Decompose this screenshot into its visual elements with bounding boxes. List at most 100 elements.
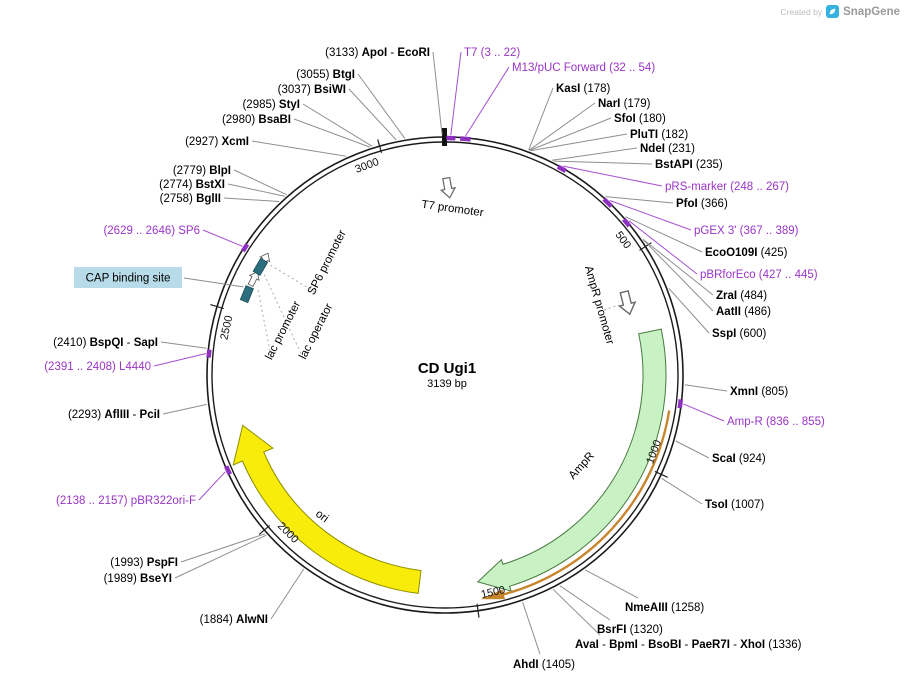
- label-bglii[interactable]: (2758) BglII: [160, 193, 221, 205]
- label-ndei[interactable]: NdeI (231): [640, 143, 695, 155]
- lac-operator-box[interactable]: [252, 257, 269, 276]
- prs-marker-region[interactable]: [556, 164, 567, 173]
- sp6-primer-region[interactable]: [240, 243, 250, 253]
- label-bstapi[interactable]: BstAPI (235): [655, 159, 723, 171]
- label-aatii[interactable]: AatII (486): [716, 306, 771, 318]
- leader-prs-marker: [563, 165, 663, 187]
- label-pspfi[interactable]: (1993) PspFI: [110, 557, 178, 569]
- snapgene-logo-icon: [826, 5, 840, 18]
- label-ecoo109i[interactable]: EcoO109I (425): [705, 247, 788, 259]
- amp-r-primer-track[interactable]: [499, 410, 671, 597]
- label-pbrforeco[interactable]: pBRforEco (427 .. 445): [700, 269, 818, 281]
- label-m13-puc-forward[interactable]: M13/pUC Forward (32 .. 54): [512, 62, 655, 74]
- leader-alwni: [270, 568, 305, 620]
- leader-nari: [528, 102, 596, 151]
- label-apoi-ecori[interactable]: (3133) ApoI - EcoRI: [325, 47, 430, 59]
- cap-binding-site-box[interactable]: [239, 285, 254, 304]
- ampr-gene-arc[interactable]: [476, 328, 667, 592]
- l4440-region[interactable]: [206, 349, 212, 358]
- label-bsiwi[interactable]: (3037) BsiWI: [278, 84, 346, 96]
- label-nari[interactable]: NarI (179): [598, 98, 651, 110]
- watermark-brand: SnapGene: [843, 5, 900, 18]
- leader-t7: [450, 51, 462, 136]
- leader-ahdi: [522, 601, 541, 655]
- label-pluti[interactable]: PluTI (182): [630, 129, 688, 141]
- leader-ndei: [552, 147, 638, 161]
- ampr-promoter-glyph[interactable]: [616, 290, 637, 316]
- t7-promoter-glyph[interactable]: [439, 176, 457, 199]
- label-sfoi[interactable]: SfoI (180): [614, 113, 666, 125]
- label-zrai[interactable]: ZraI (484): [716, 290, 767, 302]
- leader-nmeaiii: [584, 569, 639, 599]
- leader-bsiwi: [348, 88, 397, 141]
- label-cap-binding-site[interactable]: CAP binding site: [86, 273, 171, 285]
- leader-sp6-primer: [202, 229, 243, 247]
- label-bsabi[interactable]: (2980) BsaBI: [222, 114, 291, 126]
- amp-r-primer-region[interactable]: [677, 399, 684, 409]
- label-xmni[interactable]: XmnI (805): [730, 386, 788, 398]
- leader-scai: [675, 440, 710, 459]
- leader-pluti: [530, 133, 628, 152]
- ori-arc[interactable]: [232, 424, 422, 594]
- leader-pbr322ori-f: [198, 471, 226, 501]
- plasmid-title-block: CD Ugi1 3139 bp: [418, 360, 476, 390]
- leader-bstxi: [227, 183, 285, 197]
- label-tsoi[interactable]: TsoI (1007): [705, 499, 764, 511]
- leader-aatii: [643, 239, 714, 312]
- sp6-promoter-label[interactable]: SP6 promoter: [306, 228, 349, 297]
- ampr-gene-label[interactable]: AmpR: [567, 450, 597, 482]
- label-kasi[interactable]: KasI (178): [556, 83, 611, 95]
- t7-promoter-label[interactable]: T7 promoter: [421, 199, 485, 220]
- leader-xmni: [684, 384, 728, 392]
- label-alwni[interactable]: (1884) AlwNI: [200, 614, 268, 626]
- label-btgi[interactable]: (3055) BtgI: [296, 69, 355, 81]
- pbr322ori-f-region[interactable]: [224, 465, 232, 476]
- dotted-connector-1: [262, 271, 304, 359]
- label-sp6-primer[interactable]: (2629 .. 2646) SP6: [103, 225, 200, 237]
- label-bsrfi[interactable]: BsrFI (1320): [597, 624, 663, 636]
- m13-puc-forward-region[interactable]: [460, 136, 471, 142]
- pgex-3-region[interactable]: [602, 197, 613, 208]
- leader-pspfi: [180, 533, 266, 563]
- leader-bsrfi: [559, 585, 611, 621]
- tick-label-2500: 2500: [218, 315, 235, 341]
- leader-amp-r: [683, 403, 725, 422]
- label-ahdi[interactable]: AhdI (1405): [513, 659, 575, 671]
- label-t7[interactable]: T7 (3 .. 22): [464, 47, 520, 59]
- plasmid-length: 3139 bp: [427, 378, 467, 390]
- leader-btgi: [357, 73, 406, 139]
- tick-1500: [476, 603, 480, 618]
- label-bseyi[interactable]: (1989) BseYI: [104, 573, 172, 585]
- leader-zrai: [642, 238, 714, 296]
- ori-label[interactable]: ori: [313, 508, 330, 525]
- label-styi[interactable]: (2985) StyI: [242, 99, 300, 111]
- tick-label-1500: 1500: [480, 584, 507, 601]
- leader-apoi-ecori: [432, 51, 443, 136]
- lac-promoter-label[interactable]: lac promoter: [263, 299, 303, 362]
- label-scai[interactable]: ScaI (924): [712, 453, 766, 465]
- label-avai-xhoi[interactable]: AvaI - BpmI - BsoBI - PaeR7I - XhoI (133…: [575, 639, 802, 651]
- label-xcmi[interactable]: (2927) XcmI: [185, 136, 249, 148]
- label-l4440[interactable]: (2391 .. 2408) L4440: [44, 361, 151, 373]
- leader-xcmi: [251, 140, 347, 157]
- label-bstxi[interactable]: (2774) BstXI: [159, 179, 225, 191]
- label-pgex-3[interactable]: pGEX 3' (367 .. 389): [694, 225, 799, 237]
- label-sspi[interactable]: SspI (600): [712, 328, 767, 340]
- lac-operator-label[interactable]: lac operator: [297, 302, 335, 362]
- leader-bseyi: [174, 534, 267, 579]
- label-pfoi[interactable]: PfoI (366): [676, 198, 728, 210]
- label-nmeaiii[interactable]: NmeAIII (1258): [625, 602, 704, 614]
- label-bspqi-sapi[interactable]: (2410) BspQI - SapI: [53, 337, 158, 349]
- dotted-connector-2: [266, 262, 316, 293]
- label-prs-marker[interactable]: pRS-marker (248 .. 267): [665, 181, 789, 193]
- label-afliii-pcii[interactable]: (2293) AflIII - PciI: [68, 409, 160, 421]
- label-amp-r[interactable]: Amp-R (836 .. 855): [727, 416, 825, 428]
- label-blpi[interactable]: (2779) BlpI: [173, 165, 231, 177]
- label-pbr322ori-f[interactable]: (2138 .. 2157) pBR322ori-F: [56, 495, 196, 507]
- leader-blpi: [233, 169, 287, 196]
- lac-promoter-glyph[interactable]: [246, 269, 262, 287]
- pbrforeco-region[interactable]: [622, 217, 632, 228]
- leader-pgex-3: [609, 200, 692, 231]
- ampr-promoter-label[interactable]: AmpR promoter: [582, 265, 616, 346]
